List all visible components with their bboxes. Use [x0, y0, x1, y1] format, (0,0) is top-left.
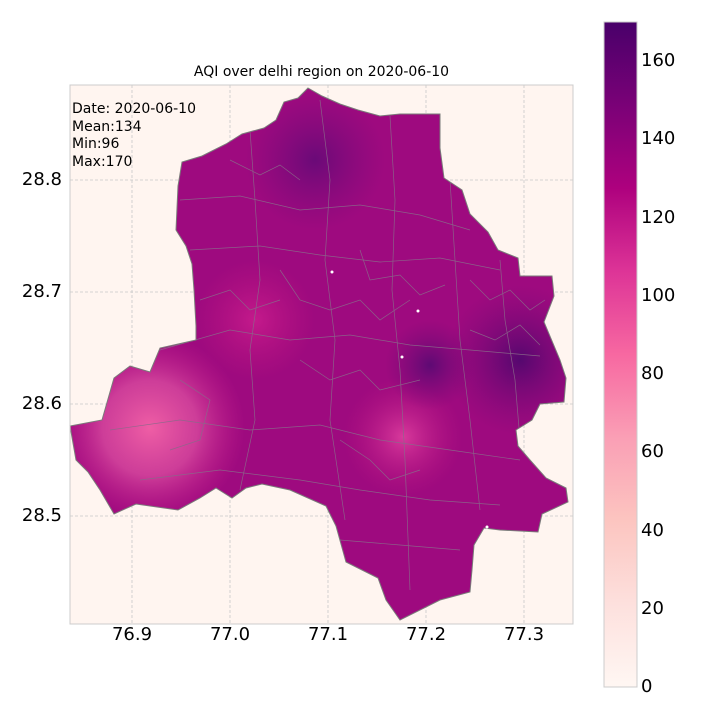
stats-date: Date: 2020-06-10 — [72, 101, 196, 117]
stats-mean: Mean:134 — [72, 118, 142, 135]
stats-min: Min:96 — [72, 136, 120, 152]
delhi-boundary — [69, 87, 569, 621]
map-title: AQI over delhi region on 2020-06-10 — [193, 64, 450, 80]
y-tick-label: 28.6 — [21, 393, 62, 414]
colorbar-tick-label: 80 — [641, 363, 664, 384]
x-tick-label: 77.3 — [503, 624, 545, 645]
x-tick-label: 77.0 — [209, 624, 251, 645]
colorbar-tick-label: 160 — [641, 50, 676, 71]
x-tick-label: 77.2 — [405, 624, 447, 645]
station-markers — [330, 270, 489, 529]
colorbar — [603, 21, 638, 688]
colorbar-tick-label: 60 — [641, 441, 664, 462]
colorbar-tick-label: 120 — [641, 207, 676, 228]
y-tick-label: 28.5 — [21, 505, 62, 526]
colorbar-tick-label: 100 — [641, 285, 676, 306]
colorbar-tick-label: 0 — [641, 676, 653, 697]
map-frame — [69, 84, 574, 625]
x-tick-label: 77.1 — [307, 624, 349, 645]
colorbar-tick-label: 20 — [641, 598, 664, 619]
stats-max: Max:170 — [72, 153, 133, 170]
colorbar-tick-label: 140 — [641, 128, 676, 149]
y-tick-label: 28.7 — [21, 281, 62, 302]
colorbar-tick-label: 40 — [641, 520, 664, 541]
x-tick-label: 76.9 — [111, 624, 153, 645]
y-tick-label: 28.8 — [21, 169, 62, 190]
